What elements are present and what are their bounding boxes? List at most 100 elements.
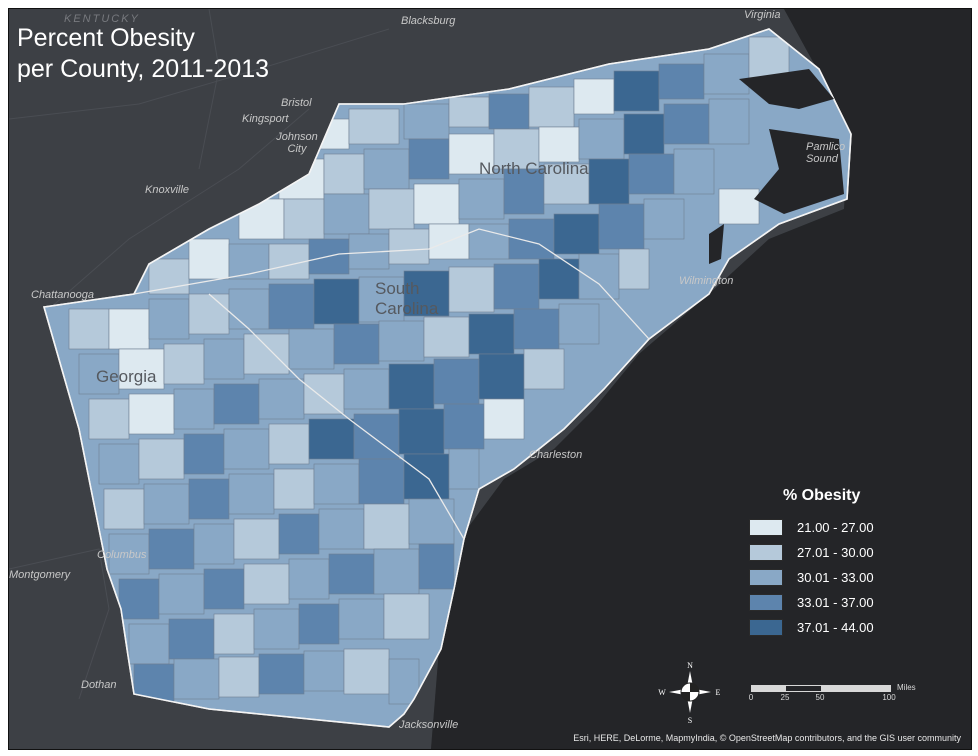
county-polygon[interactable] [488,93,530,130]
county-polygon[interactable] [258,653,305,695]
county-polygon[interactable] [303,373,345,415]
county-polygon[interactable] [103,488,145,530]
county-polygon[interactable] [88,398,130,440]
county-polygon[interactable] [383,593,430,640]
county-polygon[interactable] [408,498,455,545]
county-polygon[interactable] [618,248,650,290]
county-polygon[interactable] [188,238,230,280]
county-polygon[interactable] [223,428,270,470]
county-polygon[interactable] [173,658,220,700]
county-polygon[interactable] [243,563,290,605]
county-polygon[interactable] [413,183,460,225]
county-polygon[interactable] [158,573,205,615]
county-polygon[interactable] [528,86,575,128]
county-polygon[interactable] [68,308,110,350]
county-polygon[interactable] [403,270,450,317]
county-polygon[interactable] [203,568,245,610]
county-polygon[interactable] [538,258,580,300]
county-polygon[interactable] [663,103,710,145]
county-polygon[interactable] [313,463,360,505]
county-polygon[interactable] [578,253,620,300]
county-polygon[interactable] [408,138,450,180]
county-polygon[interactable] [503,168,545,215]
county-polygon[interactable] [343,648,390,695]
county-polygon[interactable] [138,438,185,480]
county-polygon[interactable] [188,478,230,520]
county-polygon[interactable] [448,448,480,490]
county-polygon[interactable] [273,468,315,510]
county-polygon[interactable] [338,598,385,640]
county-polygon[interactable] [373,548,420,595]
county-polygon[interactable] [468,313,515,355]
county-polygon[interactable] [363,503,410,550]
county-polygon[interactable] [258,378,305,420]
county-polygon[interactable] [288,558,330,600]
county-polygon[interactable] [253,608,300,650]
county-polygon[interactable] [308,418,355,460]
county-polygon[interactable] [433,358,480,405]
county-polygon[interactable] [363,148,410,190]
county-polygon[interactable] [478,353,525,400]
county-polygon[interactable] [328,553,375,595]
county-polygon[interactable] [108,533,150,575]
county-polygon[interactable] [333,323,380,365]
county-polygon[interactable] [173,388,215,430]
county-polygon[interactable] [493,263,540,310]
county-polygon[interactable] [358,458,405,505]
county-polygon[interactable] [98,443,140,485]
county-polygon[interactable] [418,543,455,590]
county-polygon[interactable] [623,113,665,155]
county-polygon[interactable] [368,188,415,230]
county-polygon[interactable] [213,383,260,425]
county-polygon[interactable] [148,298,190,340]
county-polygon[interactable] [508,218,555,260]
county-polygon[interactable] [523,348,565,390]
county-polygon[interactable] [493,128,540,170]
county-polygon[interactable] [443,403,485,450]
county-polygon[interactable] [403,103,450,140]
county-polygon[interactable] [388,658,420,705]
county-polygon[interactable] [318,508,365,550]
county-polygon[interactable] [378,320,425,362]
county-polygon[interactable] [183,433,225,475]
county-polygon[interactable] [423,316,470,358]
county-polygon[interactable] [448,96,490,128]
county-polygon[interactable] [128,393,175,435]
county-polygon[interactable] [538,126,580,163]
county-polygon[interactable] [118,578,160,620]
county-polygon[interactable] [218,656,260,698]
county-polygon[interactable] [588,158,630,205]
county-polygon[interactable] [283,198,325,240]
county-polygon[interactable] [108,308,150,350]
county-polygon[interactable] [573,78,615,115]
county-polygon[interactable] [553,213,600,255]
county-polygon[interactable] [708,98,750,145]
county-polygon[interactable] [118,348,165,390]
county-polygon[interactable] [703,53,750,95]
county-polygon[interactable] [448,266,495,313]
county-polygon[interactable] [468,223,510,260]
county-polygon[interactable] [513,308,560,350]
county-polygon[interactable] [228,243,270,280]
county-polygon[interactable] [168,618,215,660]
county-polygon[interactable] [228,288,270,330]
county-polygon[interactable] [288,328,335,370]
county-polygon[interactable] [643,198,685,240]
county-polygon[interactable] [658,63,705,100]
county-polygon[interactable] [718,188,760,225]
county-polygon[interactable] [78,353,120,395]
county-polygon[interactable] [323,193,370,235]
county-polygon[interactable] [388,228,430,265]
county-polygon[interactable] [558,303,600,345]
county-polygon[interactable] [398,408,445,455]
county-polygon[interactable] [458,178,505,220]
county-polygon[interactable] [203,338,245,380]
county-polygon[interactable] [303,650,345,692]
county-polygon[interactable] [163,343,205,385]
county-polygon[interactable] [343,368,390,410]
county-polygon[interactable] [143,483,190,525]
county-polygon[interactable] [268,283,315,330]
county-polygon[interactable] [348,108,400,145]
county-polygon[interactable] [233,518,280,560]
county-polygon[interactable] [323,153,365,195]
